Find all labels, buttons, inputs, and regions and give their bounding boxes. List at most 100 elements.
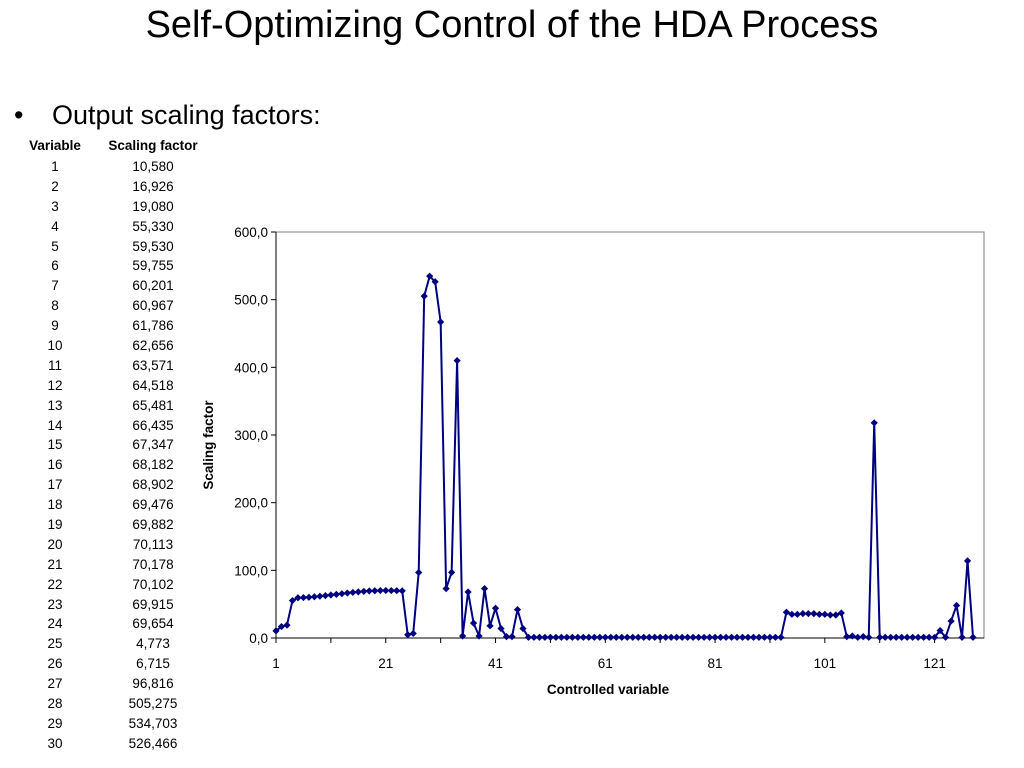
data-point — [442, 585, 450, 593]
x-tick-label: 101 — [814, 656, 837, 671]
data-point — [958, 633, 966, 641]
data-point — [700, 633, 708, 641]
variable-cell: 3 — [51, 198, 59, 214]
data-point — [382, 586, 390, 595]
data-point — [398, 587, 406, 595]
x-tick-label: 21 — [378, 656, 393, 671]
data-point — [623, 633, 631, 641]
data-point — [327, 591, 335, 599]
scaling-factor-cell: 4,773 — [136, 636, 170, 652]
table-row: 24 69,654 — [18, 614, 208, 634]
scaling-factor-cell: 66,435 — [132, 417, 174, 433]
y-tick-label: 300,0 — [234, 428, 268, 443]
data-point — [799, 610, 807, 618]
data-point — [546, 633, 555, 641]
variable-cell: 17 — [47, 477, 63, 493]
table-row: 21 70,178 — [18, 555, 208, 575]
data-point — [892, 633, 900, 641]
scaling-factor-cell: 6,715 — [136, 656, 170, 672]
data-point — [689, 633, 697, 641]
data-point — [947, 617, 955, 625]
variable-cell: 29 — [47, 715, 63, 731]
data-point — [437, 318, 445, 326]
table-row: 16 68,182 — [18, 455, 208, 475]
data-point — [826, 611, 834, 619]
data-point — [480, 585, 489, 593]
data-point — [898, 633, 906, 641]
table-row: 19 69,882 — [18, 515, 208, 535]
data-point — [881, 633, 889, 641]
variable-cell: 27 — [47, 676, 63, 692]
data-point — [865, 633, 873, 641]
table-row: 4 55,330 — [18, 217, 208, 237]
data-point — [448, 568, 456, 576]
variable-cell: 23 — [47, 596, 63, 612]
data-point — [596, 633, 604, 641]
data-point — [876, 633, 884, 641]
data-point — [678, 633, 686, 641]
table-row: 18 69,476 — [18, 495, 208, 515]
scaling-factor-cell: 64,518 — [132, 377, 174, 393]
data-point — [272, 627, 280, 635]
data-point — [662, 633, 670, 641]
scaling-factor-cell: 69,476 — [132, 497, 174, 513]
variable-cell: 18 — [47, 497, 63, 513]
table-row: 27 96,816 — [18, 674, 208, 694]
table-row: 28 505,275 — [18, 694, 208, 714]
variable-cell: 13 — [47, 397, 63, 413]
variable-cell: 25 — [47, 636, 63, 652]
data-point — [738, 633, 747, 641]
table-row: 1 10,580 — [18, 157, 208, 177]
data-point — [903, 633, 911, 641]
data-point — [727, 633, 736, 641]
data-point — [848, 632, 856, 640]
table-row: 3 19,080 — [18, 197, 208, 217]
bullet-text: Output scaling factors: — [52, 100, 321, 130]
data-point — [711, 633, 719, 641]
x-tick-label: 121 — [923, 656, 946, 671]
data-point — [371, 587, 379, 595]
data-point — [404, 631, 412, 639]
data-point — [651, 633, 659, 641]
data-point — [777, 633, 785, 641]
table-row: 17 68,902 — [18, 475, 208, 495]
bullet-icon: • — [14, 100, 24, 130]
data-point — [629, 633, 637, 641]
data-point — [941, 633, 950, 641]
data-point — [568, 633, 576, 641]
scaling-factor-cell: 96,816 — [132, 676, 174, 692]
variable-cell: 16 — [47, 457, 63, 473]
data-point — [667, 633, 675, 641]
data-point — [705, 633, 714, 641]
scaling-factor-cell: 60,967 — [132, 298, 174, 314]
table-row: 7 60,201 — [18, 276, 208, 296]
scaling-factor-cell: 62,656 — [132, 338, 174, 354]
data-point — [755, 633, 763, 641]
variable-cell: 21 — [47, 556, 63, 572]
data-point — [684, 633, 692, 641]
data-point — [513, 605, 522, 614]
data-point — [283, 621, 291, 629]
data-point — [288, 596, 297, 605]
variable-cell: 12 — [47, 377, 63, 393]
table-row: 29 534,703 — [18, 714, 208, 734]
variable-cell: 26 — [47, 656, 63, 672]
table-row: 23 69,915 — [18, 595, 208, 615]
data-point — [574, 633, 582, 641]
data-point — [859, 633, 867, 641]
scaling-factor-cell: 59,530 — [132, 238, 174, 254]
data-point — [486, 622, 494, 630]
data-point — [305, 593, 313, 601]
data-point — [415, 568, 423, 577]
scaling-factor-cell: 69,915 — [132, 596, 174, 612]
variable-cell: 8 — [51, 298, 59, 314]
variable-cell: 19 — [47, 517, 63, 533]
x-tick-label: 41 — [488, 656, 503, 671]
variable-cell: 14 — [47, 417, 63, 433]
variable-cell: 30 — [47, 735, 63, 751]
table-row: 6 59,755 — [18, 256, 208, 276]
scaling-factor-cell: 67,347 — [132, 437, 174, 453]
data-point — [409, 629, 417, 638]
data-point — [524, 633, 533, 641]
